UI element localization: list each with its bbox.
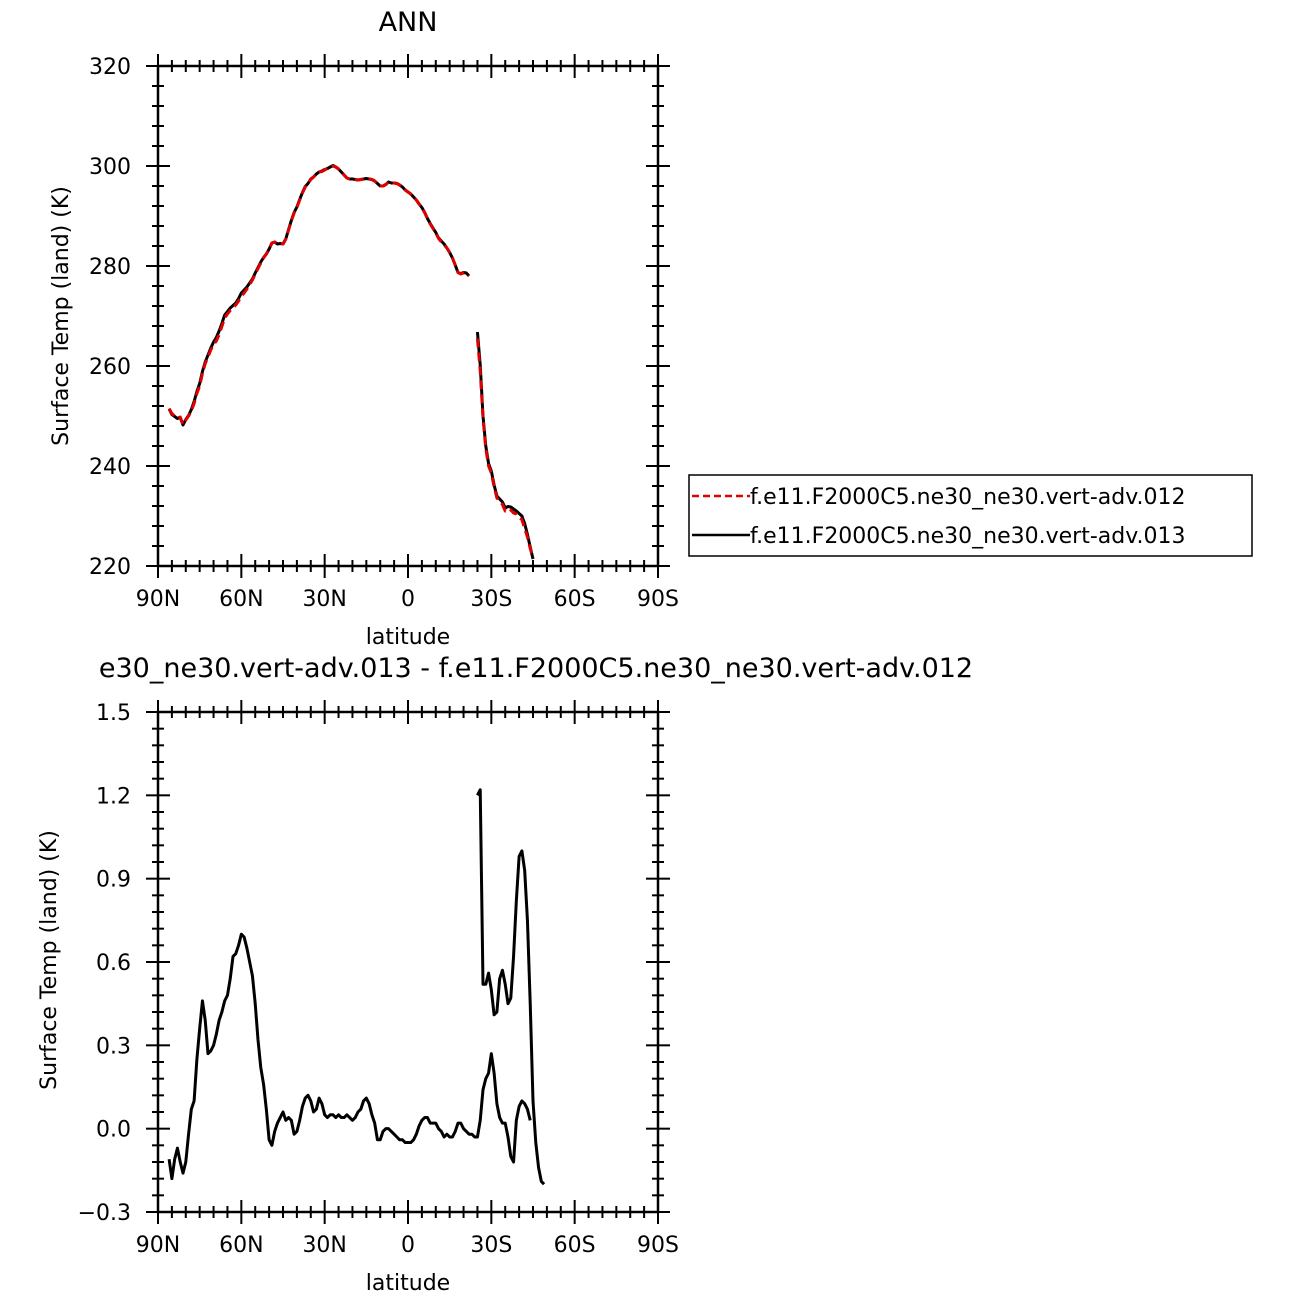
legend-label-013: f.e11.F2000C5.ne30_ne30.vert-adv.013 <box>750 524 1186 549</box>
y-tick-label: 1.2 <box>96 784 131 809</box>
top-chart-title: ANN <box>379 7 438 38</box>
y-tick-label: 300 <box>89 155 131 180</box>
y-tick-label: 280 <box>89 255 131 280</box>
y-tick-label: 220 <box>89 555 131 580</box>
bottom-chart-title: e30_ne30.vert-adv.013 - f.e11.F2000C5.ne… <box>99 653 973 684</box>
y-tick-label: 0.9 <box>96 868 131 893</box>
y-tick-label: 1.5 <box>96 701 131 726</box>
x-tick-label: 90S <box>637 1233 679 1258</box>
top-y-tick-labels: 220 240 260 280 300 320 <box>89 55 131 580</box>
y-tick-label: 0.3 <box>96 1034 131 1059</box>
bottom-series-lines <box>167 788 546 1186</box>
x-tick-label: 0 <box>401 587 415 612</box>
legend: f.e11.F2000C5.ne30_ne30.vert-adv.012 f.e… <box>688 474 1253 557</box>
x-tick-label: 30N <box>302 587 346 612</box>
y-tick-label: 0.6 <box>96 951 131 976</box>
x-tick-label: 90N <box>136 1233 180 1258</box>
x-tick-label: 60S <box>554 1233 596 1258</box>
legend-label-012: f.e11.F2000C5.ne30_ne30.vert-adv.012 <box>750 485 1186 510</box>
legend-box <box>688 474 1253 557</box>
x-tick-label: 60N <box>219 587 263 612</box>
series-line-0-seg-1 <box>476 788 546 1186</box>
y-tick-label: 240 <box>89 455 131 480</box>
bottom-y-tick-labels: −0.3 0.0 0.3 0.6 0.9 1.2 1.5 <box>78 701 131 1226</box>
x-tick-label: 90S <box>637 587 679 612</box>
series-line-0-seg-1 <box>475 338 535 559</box>
x-tick-label: 30N <box>302 1233 346 1258</box>
x-tick-label: 0 <box>401 1233 415 1258</box>
bottom-panel: e30_ne30.vert-adv.013 - f.e11.F2000C5.ne… <box>37 653 973 1296</box>
top-x-axis-title: latitude <box>366 625 450 650</box>
top-series-lines <box>167 164 535 560</box>
series-line-1-seg-0 <box>167 164 471 427</box>
x-tick-label: 90N <box>136 587 180 612</box>
series-line-0-seg-0 <box>167 932 532 1181</box>
top-panel: ANN 90N 60N 30N 0 30S 60S 90S 220 240 260 280 300 3… <box>49 7 679 650</box>
x-tick-label: 30S <box>470 587 512 612</box>
y-tick-label: −0.3 <box>78 1201 131 1226</box>
top-plot-frame <box>156 64 660 568</box>
bottom-y-axis-title: Surface Temp (land) (K) <box>37 830 62 1090</box>
x-tick-label: 30S <box>470 1233 512 1258</box>
top-y-axis-title: Surface Temp (land) (K) <box>49 186 74 446</box>
x-tick-label: 60S <box>554 587 596 612</box>
bottom-axis-ticks <box>146 700 670 1224</box>
y-tick-label: 0.0 <box>96 1118 131 1143</box>
x-tick-label: 60N <box>219 1233 263 1258</box>
bottom-x-tick-labels: 90N 60N 30N 0 30S 60S 90S <box>136 1233 679 1258</box>
top-x-tick-labels: 90N 60N 30N 0 30S 60S 90S <box>136 587 679 612</box>
bottom-x-axis-title: latitude <box>366 1271 450 1296</box>
y-tick-label: 260 <box>89 355 131 380</box>
y-tick-label: 320 <box>89 55 131 80</box>
top-axis-ticks <box>146 54 670 578</box>
series-line-0-seg-0 <box>167 164 471 426</box>
